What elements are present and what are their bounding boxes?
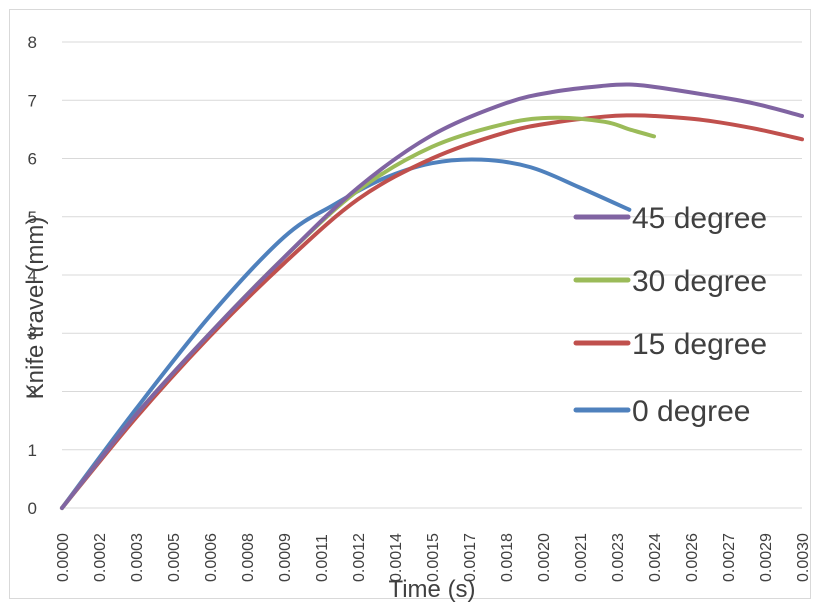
series-line-45-degree: [60, 82, 804, 510]
y-tick-label: 6: [28, 150, 37, 169]
x-tick-label: 0.0023: [610, 533, 627, 582]
x-tick-label: 0.0029: [758, 533, 775, 582]
series-lines: [60, 82, 804, 510]
y-tick-label: 3: [28, 324, 37, 343]
x-tick-label: 0.0018: [499, 533, 516, 582]
x-tick-label: 0.0014: [388, 533, 405, 582]
x-axis-ticks: 0.0000 0.0002 0.0003 0.0005 0.0006 0.0008 0.00…: [55, 533, 812, 582]
x-tick-label: 0.0026: [684, 533, 701, 582]
legend: 45 degree 30 degree 15 degree 0 degree: [573, 202, 767, 428]
y-axis-ticks: 0 1 2 3 4 5 6 7 8: [28, 33, 37, 518]
x-tick-label: 0.0000: [55, 533, 72, 582]
y-tick-label: 0: [28, 499, 37, 518]
x-tick-label: 0.0021: [573, 533, 590, 582]
x-tick-label: 0.0015: [425, 533, 442, 582]
y-axis-title: Knife travel (mm): [22, 217, 49, 400]
x-axis-title: Time (s): [388, 576, 475, 603]
y-tick-label: 2: [28, 383, 37, 402]
x-tick-label: 0.0020: [536, 533, 553, 582]
x-tick-label: 0.0002: [92, 533, 109, 582]
x-tick-label: 0.0030: [795, 533, 812, 582]
gridlines: [62, 41, 802, 509]
legend-label: 15 degree: [632, 328, 767, 361]
y-tick-label: 7: [28, 91, 37, 110]
x-tick-label: 0.0012: [351, 533, 368, 582]
legend-label: 0 degree: [632, 395, 750, 428]
x-tick-label: 0.0003: [129, 533, 146, 582]
x-tick-label: 0.0027: [721, 533, 738, 582]
y-tick-label: 5: [28, 208, 37, 227]
x-tick-label: 0.0008: [240, 533, 257, 582]
y-tick-label: 4: [28, 266, 37, 285]
legend-label: 30 degree: [632, 265, 767, 298]
x-tick-label: 0.0017: [462, 533, 479, 582]
x-tick-label: 0.0006: [203, 533, 220, 582]
chart-area: [9, 9, 811, 599]
x-tick-label: 0.0009: [277, 533, 294, 582]
x-tick-label: 0.0011: [314, 534, 331, 582]
x-tick-label: 0.0005: [166, 533, 183, 582]
y-tick-label: 1: [28, 441, 37, 460]
series-line-15-degree: [60, 113, 804, 510]
legend-label: 45 degree: [632, 202, 767, 235]
x-tick-label: 0.0024: [647, 533, 664, 582]
y-tick-label: 8: [28, 33, 37, 52]
